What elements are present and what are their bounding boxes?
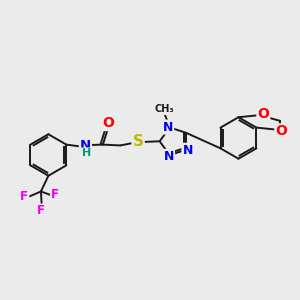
Text: O: O [257, 106, 269, 121]
Text: O: O [102, 116, 114, 130]
Text: S: S [133, 134, 144, 149]
Text: O: O [275, 124, 287, 138]
Text: F: F [51, 188, 59, 201]
Text: N: N [164, 150, 174, 163]
Text: N: N [80, 139, 91, 152]
Text: CH₃: CH₃ [154, 104, 174, 114]
Text: F: F [37, 205, 45, 218]
Text: N: N [182, 144, 193, 157]
Text: H: H [82, 148, 91, 158]
Text: N: N [163, 121, 173, 134]
Text: F: F [20, 190, 28, 202]
